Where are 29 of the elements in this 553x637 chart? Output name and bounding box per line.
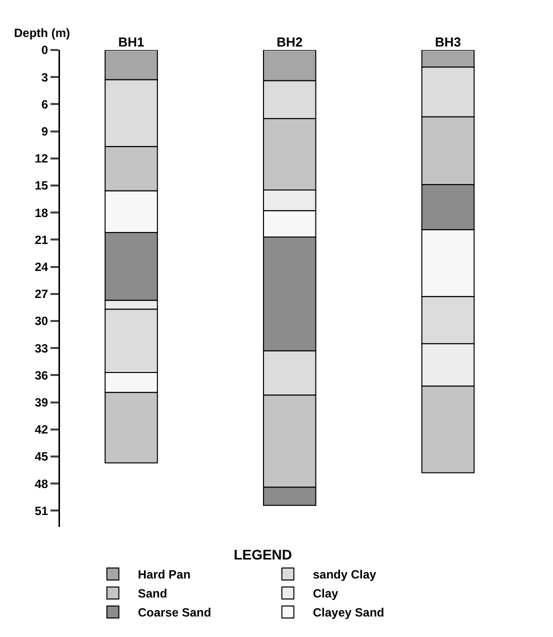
y-tick-label: 36 xyxy=(34,368,48,382)
y-tick-label: 30 xyxy=(34,314,48,328)
legend-label: Sand xyxy=(138,586,168,601)
y-tick-label: 21 xyxy=(34,232,48,247)
y-tick-label: 27 xyxy=(34,287,48,302)
legend-label: Clayey Sand xyxy=(312,606,384,620)
y-tick-label: 39 xyxy=(34,396,48,410)
y-tick-label: 45 xyxy=(34,450,48,464)
x-tick-label: BH2 xyxy=(276,34,303,50)
y-tick-label: 15 xyxy=(34,178,48,193)
legend-title: LEGEND xyxy=(234,546,292,563)
y-tick-label: 12 xyxy=(34,152,48,166)
legend-label: Clay xyxy=(312,586,339,601)
y-tick-label: 0 xyxy=(41,43,48,58)
y-axis-title: Depth (m) xyxy=(14,26,70,40)
y-tick-label: 33 xyxy=(34,341,48,356)
y-tick-label: 18 xyxy=(34,206,48,220)
y-tick-label: 24 xyxy=(34,260,48,274)
y-tick-label: 9 xyxy=(41,124,48,139)
y-tick-label: 42 xyxy=(34,422,48,437)
legend-label: Hard Pan xyxy=(138,568,191,582)
y-tick-label: 6 xyxy=(41,97,48,112)
x-tick-label: BH1 xyxy=(118,34,144,50)
legend-label: Coarse Sand xyxy=(138,606,212,620)
y-tick-label: 48 xyxy=(34,476,48,491)
y-tick-label: 3 xyxy=(41,70,48,84)
x-tick-label: BH3 xyxy=(434,34,461,50)
legend-label: sandy Clay xyxy=(312,568,377,582)
y-tick-label: 51 xyxy=(34,504,48,518)
